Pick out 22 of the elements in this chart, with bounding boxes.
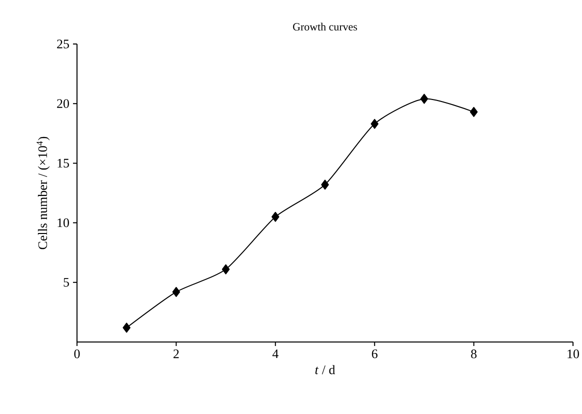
x-tick-label: 6 (372, 350, 378, 358)
point (321, 180, 329, 190)
x-tick-label: 10 (568, 350, 579, 358)
point (470, 106, 478, 117)
x-axis-title: t / d (315, 365, 336, 374)
point (272, 212, 280, 222)
y-tick-label: 10 (58, 218, 69, 228)
chart-title: Growth curves (293, 22, 357, 31)
point (370, 118, 378, 129)
point (420, 94, 428, 104)
x-tick-label: 4 (272, 350, 278, 358)
point (122, 322, 130, 333)
point (172, 286, 180, 297)
x-tick-label: 2 (174, 350, 179, 358)
y-tick-label: 25 (57, 40, 69, 48)
y-tick-label: 15 (58, 158, 69, 168)
x-tick-label: 0 (74, 350, 80, 358)
y-tick-label: 5 (64, 278, 69, 287)
y-tick-label: 20 (57, 99, 69, 108)
x-tick-label: 8 (471, 350, 477, 358)
y-axis-title: Cells number / (×10$^{4}$) (36, 136, 50, 250)
point (222, 264, 230, 274)
